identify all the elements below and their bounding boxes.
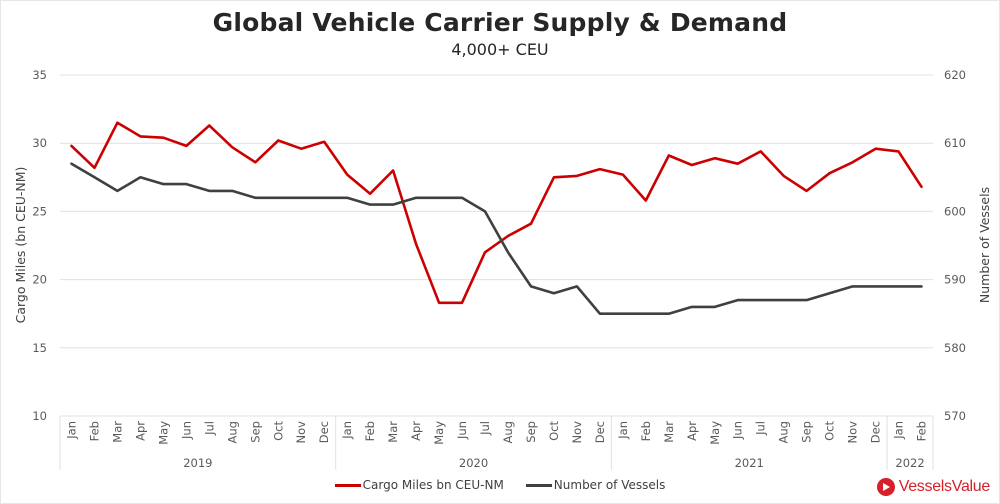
chart-subtitle: 4,000+ CEU (451, 40, 549, 59)
y-tick-label: 10 (32, 409, 47, 423)
x-tick-label: May (156, 421, 170, 445)
x-tick-label: Dec (593, 421, 607, 443)
legend-item-vessels: Number of Vessels (525, 478, 666, 492)
x-tick-label: Jan (616, 421, 630, 440)
y2-tick-label: 580 (944, 341, 966, 355)
legend-swatch-vessels (525, 483, 552, 487)
brand-logo: VesselsValue (876, 478, 991, 496)
x-tick-label: Mar (662, 421, 676, 443)
y2-tick-label: 610 (944, 136, 966, 150)
y2-tick-label: 600 (944, 204, 966, 218)
year-label: 2021 (735, 456, 764, 470)
x-tick-label: Feb (87, 421, 101, 441)
x-tick-label: Feb (363, 421, 377, 441)
x-tick-label: May (432, 421, 446, 445)
x-tick-label: Oct (547, 421, 561, 441)
x-tick-label: Feb (915, 421, 929, 441)
x-tick-label: Nov (846, 421, 860, 444)
x-tick-label: Jan (892, 421, 906, 440)
year-label: 2020 (459, 456, 488, 470)
y-axis-right: 570 580 590 600 610 620 (944, 68, 966, 423)
x-axis: Jan Feb Mar Apr May Jun Jul Aug Sep Oct Nov Dec Jan F… (59, 415, 934, 470)
year-label: 2019 (183, 456, 212, 470)
y-tick-label: 30 (32, 136, 47, 150)
y-tick-label: 20 (32, 273, 47, 287)
x-tick-label: Mar (386, 421, 400, 443)
x-tick-label: Nov (294, 421, 308, 444)
y-tick-label: 15 (32, 341, 47, 355)
x-tick-label: Nov (570, 421, 584, 444)
y2-tick-label: 620 (944, 68, 966, 82)
x-tick-label: Oct (823, 421, 837, 441)
x-tick-label: Apr (409, 421, 423, 441)
x-tick-label: Aug (777, 421, 791, 443)
x-tick-label: Sep (248, 421, 262, 443)
y2-tick-label: 590 (944, 273, 966, 287)
x-tick-label: Sep (524, 421, 538, 443)
chart-title: Global Vehicle Carrier Supply & Demand (212, 8, 788, 37)
legend-item-cargo: Cargo Miles bn CEU-NM (334, 478, 504, 492)
x-tick-label: Apr (133, 421, 147, 441)
year-label: 2022 (895, 456, 924, 470)
vessels-line (70, 162, 923, 316)
x-tick-label: Mar (110, 421, 124, 443)
y-tick-label: 35 (32, 68, 47, 82)
y2-axis-title: Number of Vessels (977, 187, 992, 303)
cargo-miles-line (70, 121, 923, 305)
x-tick-label: Jul (754, 421, 768, 436)
y2-tick-label: 570 (944, 409, 966, 423)
legend-label-vessels: Number of Vessels (553, 478, 666, 492)
y-axis-title: Cargo Miles (bn CEU-NM) (13, 167, 28, 324)
x-tick-label: Jul (478, 421, 492, 436)
gridlines (60, 74, 933, 349)
x-tick-label: Dec (869, 421, 883, 443)
x-tick-label: Aug (501, 421, 515, 443)
x-tick-label: Jun (455, 421, 469, 440)
x-tick-label: Jul (202, 421, 216, 436)
x-tick-label: Apr (685, 421, 699, 441)
x-tick-label: Jun (731, 421, 745, 440)
play-triangle-in-circle-icon (876, 478, 895, 496)
x-tick-label: Feb (639, 421, 653, 441)
legend-label-cargo: Cargo Miles bn CEU-NM (362, 478, 504, 492)
series-lines (70, 121, 923, 316)
x-tick-label: May (708, 421, 722, 445)
x-tick-label: Jan (64, 421, 78, 440)
x-tick-label: Aug (225, 421, 239, 443)
x-tick-label: Jun (179, 421, 193, 440)
brand-name: VesselsValue (898, 478, 991, 495)
y-axis-left: 10 15 20 25 30 35 (32, 68, 47, 423)
x-tick-label: Dec (317, 421, 331, 443)
x-tick-label: Sep (800, 421, 814, 443)
x-tick-label: Jan (340, 421, 354, 440)
y-tick-label: 25 (32, 204, 47, 218)
x-tick-label: Oct (271, 421, 285, 441)
legend: Cargo Miles bn CEU-NM Number of Vessels (0, 478, 1000, 492)
legend-swatch-cargo (334, 483, 361, 487)
